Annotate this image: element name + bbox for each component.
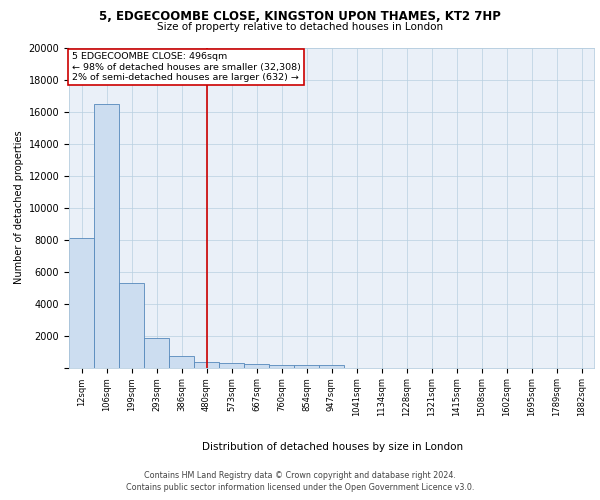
Text: 5 EDGECOOMBE CLOSE: 496sqm
← 98% of detached houses are smaller (32,308)
2% of s: 5 EDGECOOMBE CLOSE: 496sqm ← 98% of deta… bbox=[71, 52, 301, 82]
Bar bbox=[219, 363, 244, 368]
Bar bbox=[94, 104, 119, 368]
Bar bbox=[169, 356, 194, 368]
Bar bbox=[69, 238, 94, 368]
Bar bbox=[294, 365, 319, 368]
Bar bbox=[244, 364, 269, 368]
Bar bbox=[119, 282, 144, 368]
Bar bbox=[319, 366, 344, 368]
Bar bbox=[194, 362, 219, 368]
Text: Contains HM Land Registry data © Crown copyright and database right 2024.
Contai: Contains HM Land Registry data © Crown c… bbox=[126, 471, 474, 492]
Text: 5, EDGECOOMBE CLOSE, KINGSTON UPON THAMES, KT2 7HP: 5, EDGECOOMBE CLOSE, KINGSTON UPON THAME… bbox=[99, 10, 501, 23]
Text: Size of property relative to detached houses in London: Size of property relative to detached ho… bbox=[157, 22, 443, 32]
Text: Distribution of detached houses by size in London: Distribution of detached houses by size … bbox=[202, 442, 464, 452]
Bar bbox=[144, 338, 169, 368]
Bar bbox=[269, 364, 294, 368]
Y-axis label: Number of detached properties: Number of detached properties bbox=[14, 130, 25, 284]
